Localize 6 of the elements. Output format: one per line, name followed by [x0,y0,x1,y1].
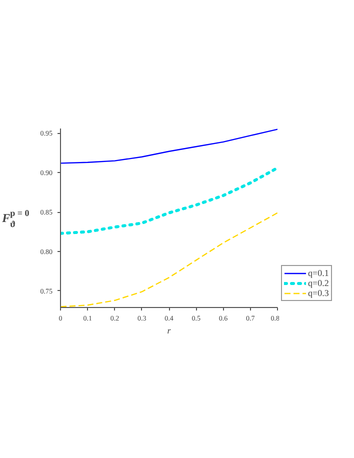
legend-label: q=0.3 [308,288,329,298]
x-axis-title: r [167,326,172,336]
legend-label: q=0.2 [308,278,329,288]
legend-label: q=0.1 [308,268,329,278]
line-series [60,166,278,235]
line-series [60,128,278,164]
